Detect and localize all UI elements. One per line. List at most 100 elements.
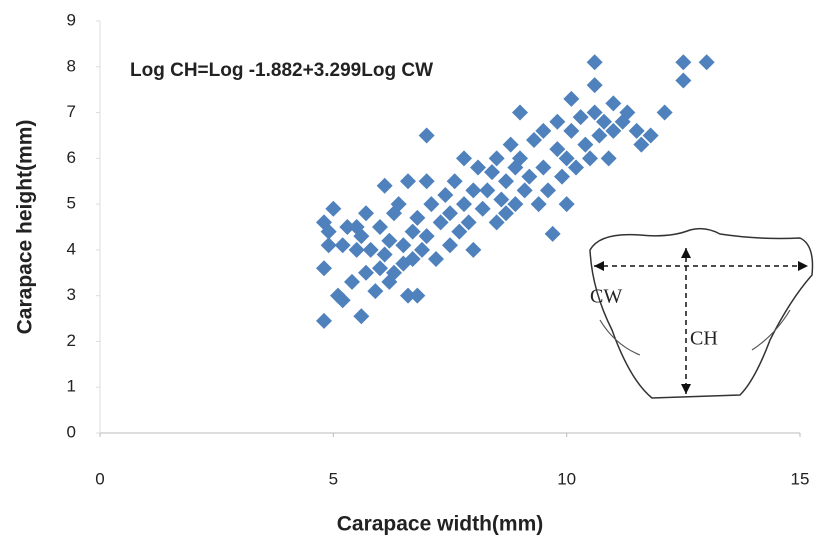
point [530,196,547,213]
point [502,136,519,153]
point [400,173,416,190]
point [390,196,407,213]
point [488,150,505,167]
point [516,182,533,199]
point [325,200,342,217]
point [582,150,598,167]
point [404,223,421,240]
point [633,136,650,153]
point [568,159,584,176]
point [572,109,589,126]
point [423,196,440,213]
x-tick-label: 5 [329,469,338,488]
point [456,196,472,213]
point [404,251,421,268]
point [344,273,360,290]
x-axis-title: Carapace width(mm) [337,513,544,536]
point [465,241,482,258]
x-tick-label: 10 [557,469,576,488]
point [316,312,332,329]
point [362,241,379,258]
point [591,127,608,144]
y-tick-label: 4 [67,239,76,258]
point [535,159,552,176]
x-tick-label: 0 [95,469,104,488]
inset-label: CW [590,286,622,308]
point [507,196,524,213]
point [558,150,575,167]
point [521,168,538,185]
point [470,159,486,176]
point [418,173,435,190]
inset-label: CH [690,328,718,350]
point [358,205,374,222]
y-tick-label: 3 [67,285,76,304]
y-tick-label: 8 [67,56,76,75]
equation: Log CH=Log -1.882+3.299Log CW [130,60,433,81]
inset-diagram: CW CH [589,227,814,399]
point [376,177,393,194]
point [563,122,580,139]
point [554,168,570,185]
point [535,122,552,139]
y-axis-title: Carapace height(mm) [14,120,37,335]
point [367,283,384,300]
point [479,182,496,199]
point [353,308,370,325]
point [526,132,542,149]
point [549,113,566,130]
point [544,225,561,242]
point [605,122,622,139]
point [605,95,622,112]
point [376,246,393,263]
point [316,260,332,277]
point [586,77,603,94]
point [334,292,351,309]
point [451,223,468,240]
point [586,104,603,121]
point [642,127,659,144]
point [381,232,398,249]
y-tick-label: 0 [67,422,76,441]
y-tick-label: 1 [67,377,76,396]
point [358,264,374,281]
y-tick-label: 2 [67,331,76,350]
point [540,182,556,199]
point [628,122,645,139]
point [493,191,510,208]
point [409,209,426,226]
point [320,237,337,254]
point [437,186,454,203]
point [460,214,477,231]
point [395,237,412,254]
point [512,150,528,167]
point [409,287,426,304]
point [339,219,356,235]
y-tick-label: 5 [67,194,76,213]
point [549,141,566,158]
point [512,104,528,121]
point [465,182,482,199]
point [442,237,458,254]
point [446,173,463,190]
point [442,205,458,222]
point [586,54,603,71]
point [619,104,636,121]
point [432,214,449,231]
point [353,228,370,245]
x-tick-label: 15 [791,469,810,488]
point [498,205,514,222]
point [558,196,575,213]
point [456,150,472,167]
point [320,223,337,240]
point [600,150,617,167]
point [474,200,491,217]
point [484,164,500,181]
point [418,228,435,245]
point [596,113,612,130]
point [334,237,351,254]
point [386,264,402,281]
y-tick-label: 9 [67,10,76,29]
point [656,104,673,121]
